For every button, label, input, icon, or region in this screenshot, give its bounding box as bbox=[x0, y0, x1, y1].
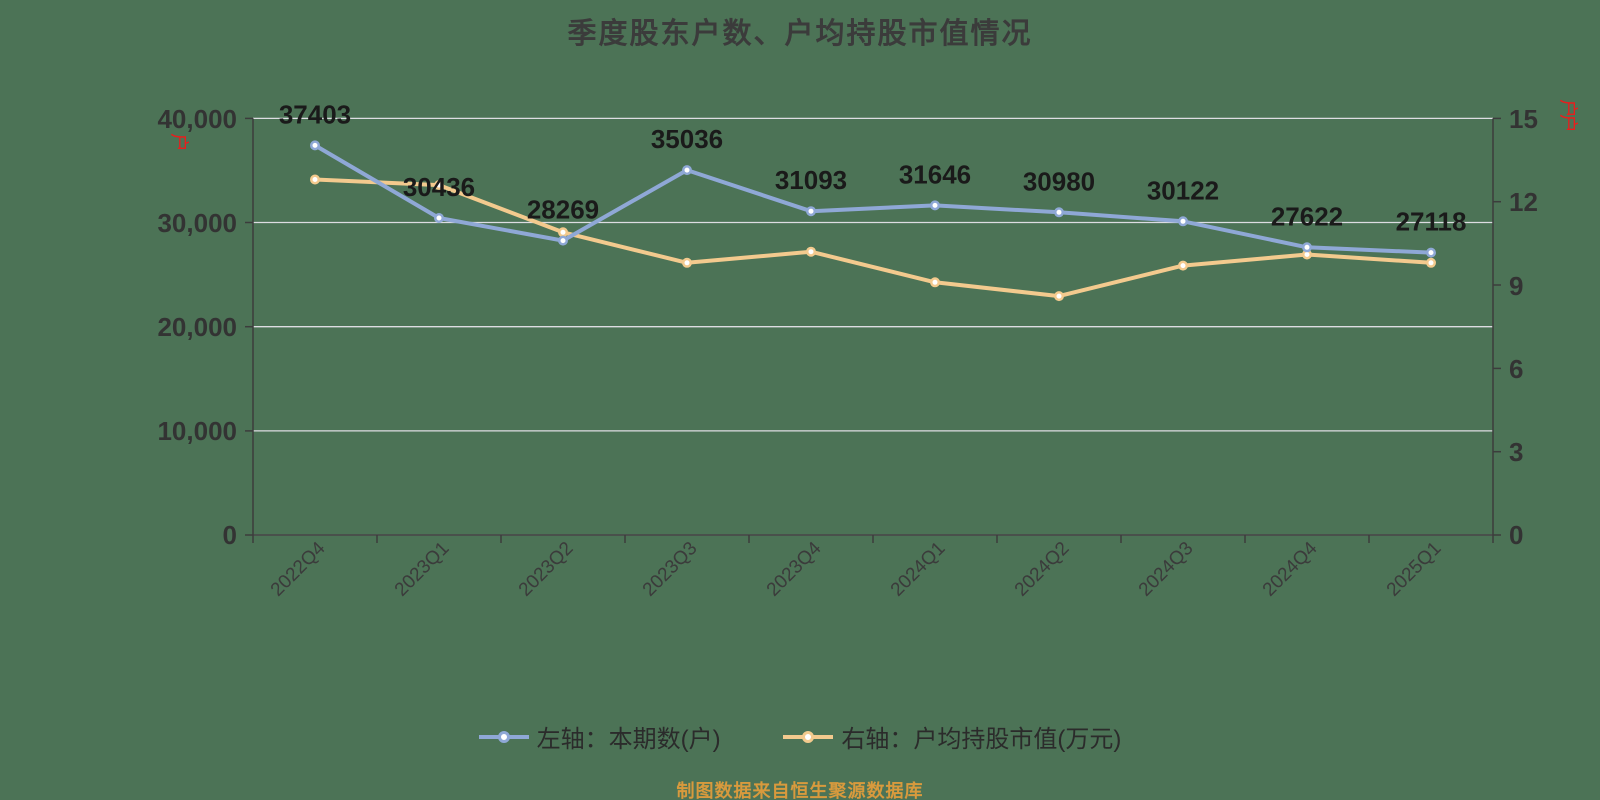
svg-text:31093: 31093 bbox=[775, 165, 847, 195]
svg-text:27118: 27118 bbox=[1396, 207, 1467, 237]
svg-text:30980: 30980 bbox=[1023, 166, 1095, 196]
svg-text:30436: 30436 bbox=[403, 172, 475, 202]
svg-text:30122: 30122 bbox=[1147, 175, 1219, 205]
svg-text:35036: 35036 bbox=[651, 124, 723, 154]
svg-text:37403: 37403 bbox=[279, 99, 351, 129]
svg-text:31646: 31646 bbox=[899, 159, 971, 189]
svg-text:28269: 28269 bbox=[527, 195, 599, 225]
svg-text:27622: 27622 bbox=[1271, 201, 1343, 231]
